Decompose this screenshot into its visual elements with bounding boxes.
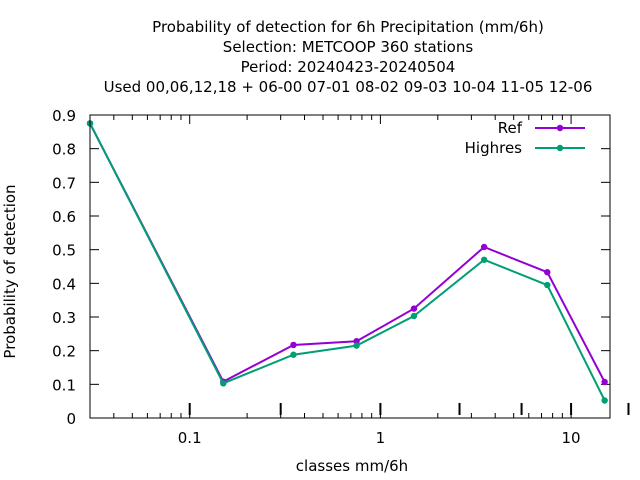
data-point-highres xyxy=(353,342,360,349)
title-line: Period: 20240423-20240504 xyxy=(241,58,456,76)
series-layer xyxy=(86,120,608,404)
y-tick-label: 0.8 xyxy=(52,141,76,159)
y-tick-label: 0.7 xyxy=(52,174,76,192)
data-point-ref xyxy=(353,338,360,345)
chart-title: Probability of detection for 6h Precipit… xyxy=(104,18,593,96)
data-point-ref xyxy=(544,269,551,276)
y-axis-label: Probability of detection xyxy=(1,184,19,358)
data-point-ref xyxy=(410,305,418,312)
x-axis: 0.1 1 10 xyxy=(89,115,630,447)
y-tick-label: 0.2 xyxy=(52,343,76,361)
y-tick-label: 0.3 xyxy=(52,309,76,327)
title-line: Selection: METCOOP 360 stations xyxy=(223,38,474,56)
legend-marker xyxy=(556,144,564,152)
x-tick-label: 1 xyxy=(376,429,386,447)
title-line: Probability of detection for 6h Precipit… xyxy=(152,18,544,36)
legend-marker xyxy=(556,124,564,132)
data-point-ref xyxy=(290,341,297,349)
y-tick-label: 0.6 xyxy=(52,208,76,226)
data-point-highres xyxy=(290,351,297,358)
legend-label: Ref xyxy=(498,119,523,137)
y-tick-label: 0.1 xyxy=(52,376,76,394)
y-tick-label: 0.9 xyxy=(52,107,76,125)
x-tick-label: 0.1 xyxy=(178,429,202,447)
y-axis: 0 0.1 0.2 0.3 0.4 0.5 0.6 0.7 0.8 0.9 xyxy=(52,107,610,428)
series-line-ref xyxy=(89,122,606,383)
legend-label: Highres xyxy=(465,139,523,157)
x-tick-label: 10 xyxy=(562,429,581,447)
data-point-ref xyxy=(480,243,488,251)
data-point-highres xyxy=(410,312,418,320)
series-line-highres xyxy=(89,122,606,401)
data-point-ref xyxy=(601,378,608,386)
plot-frame xyxy=(89,114,611,419)
legend: Ref Highres xyxy=(465,119,585,157)
data-point-highres xyxy=(480,256,488,263)
x-axis-label: classes mm/6h xyxy=(296,457,408,475)
y-tick-label: 0.5 xyxy=(52,242,76,260)
title-line: Used 00,06,12,18 + 06-00 07-01 08-02 09-… xyxy=(104,78,593,96)
y-tick-label: 0.4 xyxy=(52,275,76,293)
data-point-highres xyxy=(220,380,227,387)
data-point-highres xyxy=(601,397,608,404)
data-point-highres xyxy=(544,281,551,289)
y-tick-label: 0 xyxy=(66,410,76,428)
